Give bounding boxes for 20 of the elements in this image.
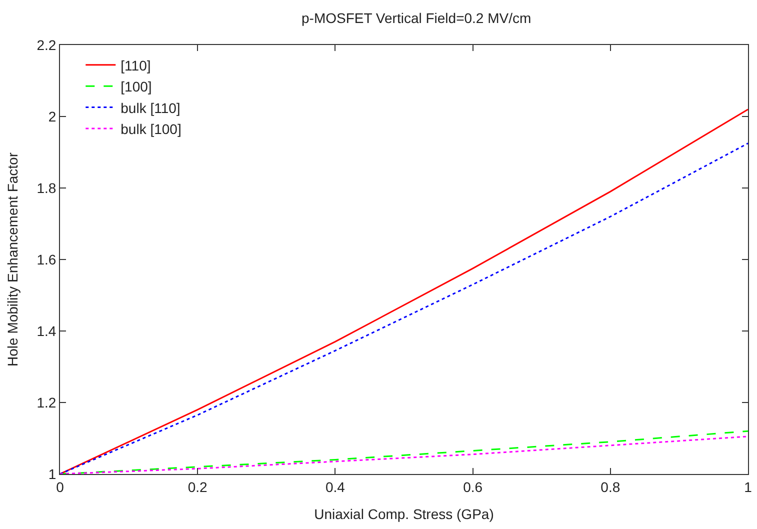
x-axis-title: Uniaxial Comp. Stress (GPa) (314, 506, 494, 522)
y-tick-label: 1 (48, 466, 56, 482)
legend-label: bulk [110] (120, 100, 180, 116)
y-axis-title: Hole Mobility Enhancement Factor (4, 152, 20, 366)
y-tick-label: 1.2 (36, 394, 56, 410)
legend-label: [110] (120, 57, 151, 74)
y-tick-label: 1.4 (36, 322, 56, 339)
y-tick-label: 1.6 (36, 251, 56, 268)
x-tick-label: 0.6 (463, 478, 483, 495)
x-tick-label: 0.4 (325, 478, 346, 495)
legend-label: [100] (120, 78, 152, 95)
chart-title: p-MOSFET Vertical Field=0.2 MV/cm (302, 10, 532, 26)
y-tick-label: 2 (48, 108, 56, 124)
x-tick-label: 0.8 (600, 478, 620, 495)
legend-label: bulk [100] (120, 120, 182, 137)
y-tick-label: 2.2 (36, 36, 56, 53)
x-tick-label: 0.2 (188, 478, 208, 495)
x-tick-label: 0 (56, 478, 64, 495)
x-tick-label: 1 (744, 478, 752, 495)
y-tick-label: 1.8 (36, 180, 56, 196)
